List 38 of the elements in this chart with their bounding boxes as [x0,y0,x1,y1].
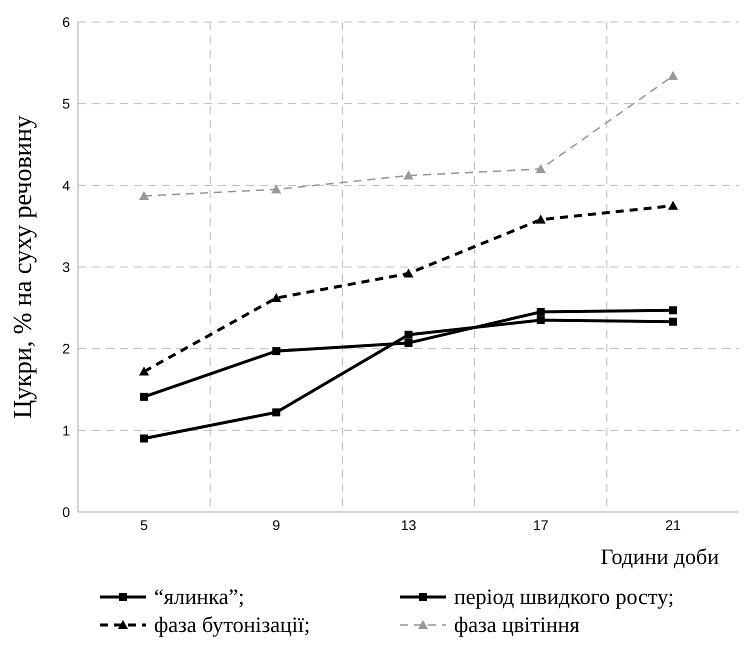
point [536,316,545,324]
point [140,392,148,401]
point [536,164,546,173]
x-tick-label: 9 [272,516,280,533]
y-tick-label: 6 [62,14,70,30]
point [536,214,546,224]
x-tick-label: 21 [665,516,681,533]
point [668,200,678,210]
point [139,190,149,200]
y-axis-title: Цукри, % на суху речовину [8,115,38,419]
point [668,70,678,80]
point [272,408,280,416]
point [404,170,414,180]
y-tick-label: 5 [62,96,70,112]
point [139,366,149,376]
y-tick-label: 0 [62,504,70,520]
point [272,347,280,356]
y-tick-label: 4 [62,177,70,194]
legend-label: період швидкого росту; [454,584,674,610]
point [271,293,282,302]
point [140,434,148,442]
point [404,330,412,339]
legend-label: фаза цвітіння [454,612,580,638]
x-tick-label: 17 [532,516,549,533]
legend-label: “ялинка”; [154,584,244,610]
y-tick-label: 2 [62,340,70,357]
legend-label: фаза бутонізації; [154,612,310,638]
point [669,318,677,326]
x-tick-label: 5 [140,516,148,533]
y-tick-label: 1 [62,422,70,438]
point [669,306,677,314]
x-axis-title: Години доби [600,544,720,569]
point [404,268,414,278]
x-tick-label: 13 [400,516,416,533]
point [404,338,412,347]
point [536,308,545,316]
point [271,184,282,194]
y-tick-label: 3 [62,258,70,275]
